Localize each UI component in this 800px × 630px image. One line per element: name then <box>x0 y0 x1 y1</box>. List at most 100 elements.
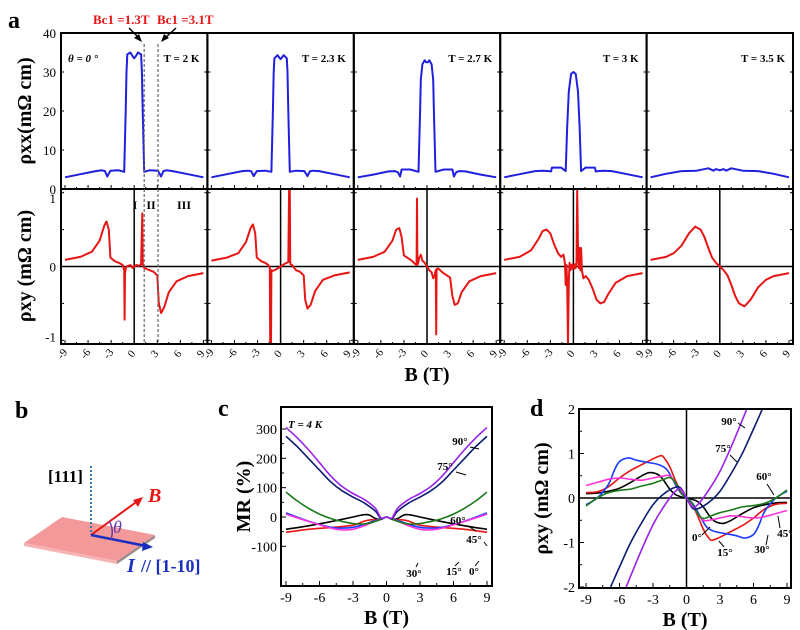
theta-annotation: θ = 0 ° <box>68 53 99 65</box>
x-tick-label: 6 <box>611 348 624 360</box>
panel-a-column-4: -9 -6 -3 0 3 6 9T = 3 K <box>494 32 648 361</box>
y-tick-label: 30 <box>43 65 56 80</box>
y-tick-label: 300 <box>256 423 277 438</box>
b-field-arrowhead <box>133 497 143 507</box>
rho-xx-line-2 <box>211 54 350 179</box>
series-line-75deg <box>285 435 488 520</box>
x-tick-label: -9 <box>55 346 70 361</box>
x-tick-label: -6 <box>614 593 626 608</box>
x-tick-label: 3 <box>588 348 601 360</box>
temperature-label: T = 3 K <box>603 53 639 65</box>
series-label-15deg: 15° <box>717 547 732 559</box>
x-tick-label: -3 <box>394 346 409 361</box>
x-tick-label: -6 <box>517 346 532 361</box>
x-axis-label: B (T) <box>364 607 409 629</box>
panel-label-a: a <box>8 8 20 34</box>
series-label-90deg: 90° <box>452 436 467 448</box>
temperature-annotation: T = 4 K <box>288 419 323 431</box>
y-tick-label: 1 <box>50 191 57 206</box>
current-arrow <box>90 533 147 548</box>
series-label-0deg: 0° <box>692 532 702 544</box>
series-label-0deg: 0° <box>469 566 479 578</box>
sample-slab-front <box>24 543 117 564</box>
x-tick-label: -6 <box>225 346 240 361</box>
rho-xy-line-1 <box>64 212 204 321</box>
x-tick-label: 9 <box>780 348 793 360</box>
x-axis-label: B (T) <box>663 609 708 630</box>
rho-xx-axis-label: ρxx(mΩ cm) <box>14 57 36 164</box>
temperature-label: T = 2 K <box>164 53 200 65</box>
x-tick-label: -3 <box>101 346 116 361</box>
b-field-label: B <box>147 485 161 507</box>
axis-111-label: [111] <box>48 467 83 486</box>
series-label-arrow <box>765 534 769 546</box>
panel-label-b: b <box>15 398 28 424</box>
rho-xy-line-3 <box>357 197 497 336</box>
series-label-arrow <box>469 446 480 450</box>
panel-label-d: d <box>530 396 544 422</box>
rho-xx-line-5 <box>650 167 790 179</box>
theta-arc <box>108 520 114 540</box>
y-tick-label: 0 <box>270 511 277 526</box>
x-tick-label: 9 <box>484 591 491 606</box>
series-label-arrow <box>701 526 711 536</box>
sample-slab-edge <box>117 535 155 564</box>
y-tick-label: 20 <box>43 104 56 119</box>
y-tick-label: 0 <box>50 182 57 197</box>
series-label-30deg: 30° <box>754 544 769 556</box>
series-label-75deg: 75° <box>437 461 452 473</box>
panel-a-column-1: -9 -6 -3 0 3 6 9T = 2 Kθ = 0 °Bc1 =1.3T Bc1 =3.… <box>14 12 214 361</box>
series-label-arrow <box>474 560 480 567</box>
series-label-arrow <box>737 422 746 429</box>
bc1-right-label: Bc1 =3.1T <box>157 12 214 27</box>
x-tick-label: 6 <box>750 593 757 608</box>
x-tick-label: -3 <box>248 346 263 361</box>
x-tick-label: 0 <box>565 348 578 360</box>
x-tick-label: 6 <box>757 348 770 360</box>
series-label-arrow <box>777 515 781 529</box>
region-label-III: III <box>177 198 191 212</box>
x-tick-label: 9 <box>784 593 791 608</box>
rho-xx-line-1 <box>64 51 204 179</box>
series-label-75deg: 75° <box>715 443 730 455</box>
series-label-arrow <box>483 541 488 547</box>
x-tick-label: 3 <box>734 348 747 360</box>
series-label-30deg: 30° <box>406 568 421 580</box>
series-label-90deg: 90° <box>721 416 736 428</box>
x-tick-label: 0 <box>711 348 724 360</box>
temperature-label: T = 3.5 K <box>741 53 785 65</box>
b-field-arrow <box>90 499 140 536</box>
y-tick-label: -1 <box>563 537 575 552</box>
y-tick-label: -1 <box>45 330 56 345</box>
series-line-90deg <box>285 426 488 520</box>
sample-slab <box>24 517 155 561</box>
theta-label: θ <box>113 517 122 537</box>
x-tick-label: 0 <box>383 591 390 606</box>
panel-a: -9 -6 -3 0 3 6 9T = 2 Kθ = 0 °Bc1 =1.3T Bc1 =3.… <box>14 12 794 386</box>
y-tick-label: 0 <box>568 492 575 507</box>
current-arrowhead <box>142 542 153 551</box>
y-tick-label: -100 <box>251 540 277 555</box>
x-tick-label: 6 <box>318 348 331 360</box>
x-tick-label: 0 <box>683 593 690 608</box>
bc1-right-arrowhead <box>161 34 169 42</box>
current-direction-label: // [1-10] <box>140 556 200 576</box>
x-tick-label: 3 <box>441 348 454 360</box>
y-tick-label: 1 <box>568 448 575 463</box>
series-label-arrow <box>766 483 775 496</box>
current-label: I <box>126 555 136 577</box>
series-label-arrow <box>415 562 419 568</box>
panel-a-column-5: -9 -6 -3 0 3 6 9T = 3.5 K <box>641 32 794 361</box>
temperature-label: T = 2.3 K <box>302 53 346 65</box>
rho-xx-line-4 <box>504 71 643 179</box>
panel-b-schematic: [111] B θ I // [1-10] <box>24 466 200 577</box>
region-label-II: II <box>146 198 156 212</box>
x-tick-label: 0 <box>418 348 431 360</box>
x-tick-label: -9 <box>580 593 592 608</box>
plot-frame <box>280 406 493 587</box>
series-label-arrow <box>455 471 467 476</box>
x-tick-label: 3 <box>295 348 308 360</box>
temperature-label: T = 2.7 K <box>448 53 492 65</box>
series-label-45deg: 45° <box>466 534 481 546</box>
